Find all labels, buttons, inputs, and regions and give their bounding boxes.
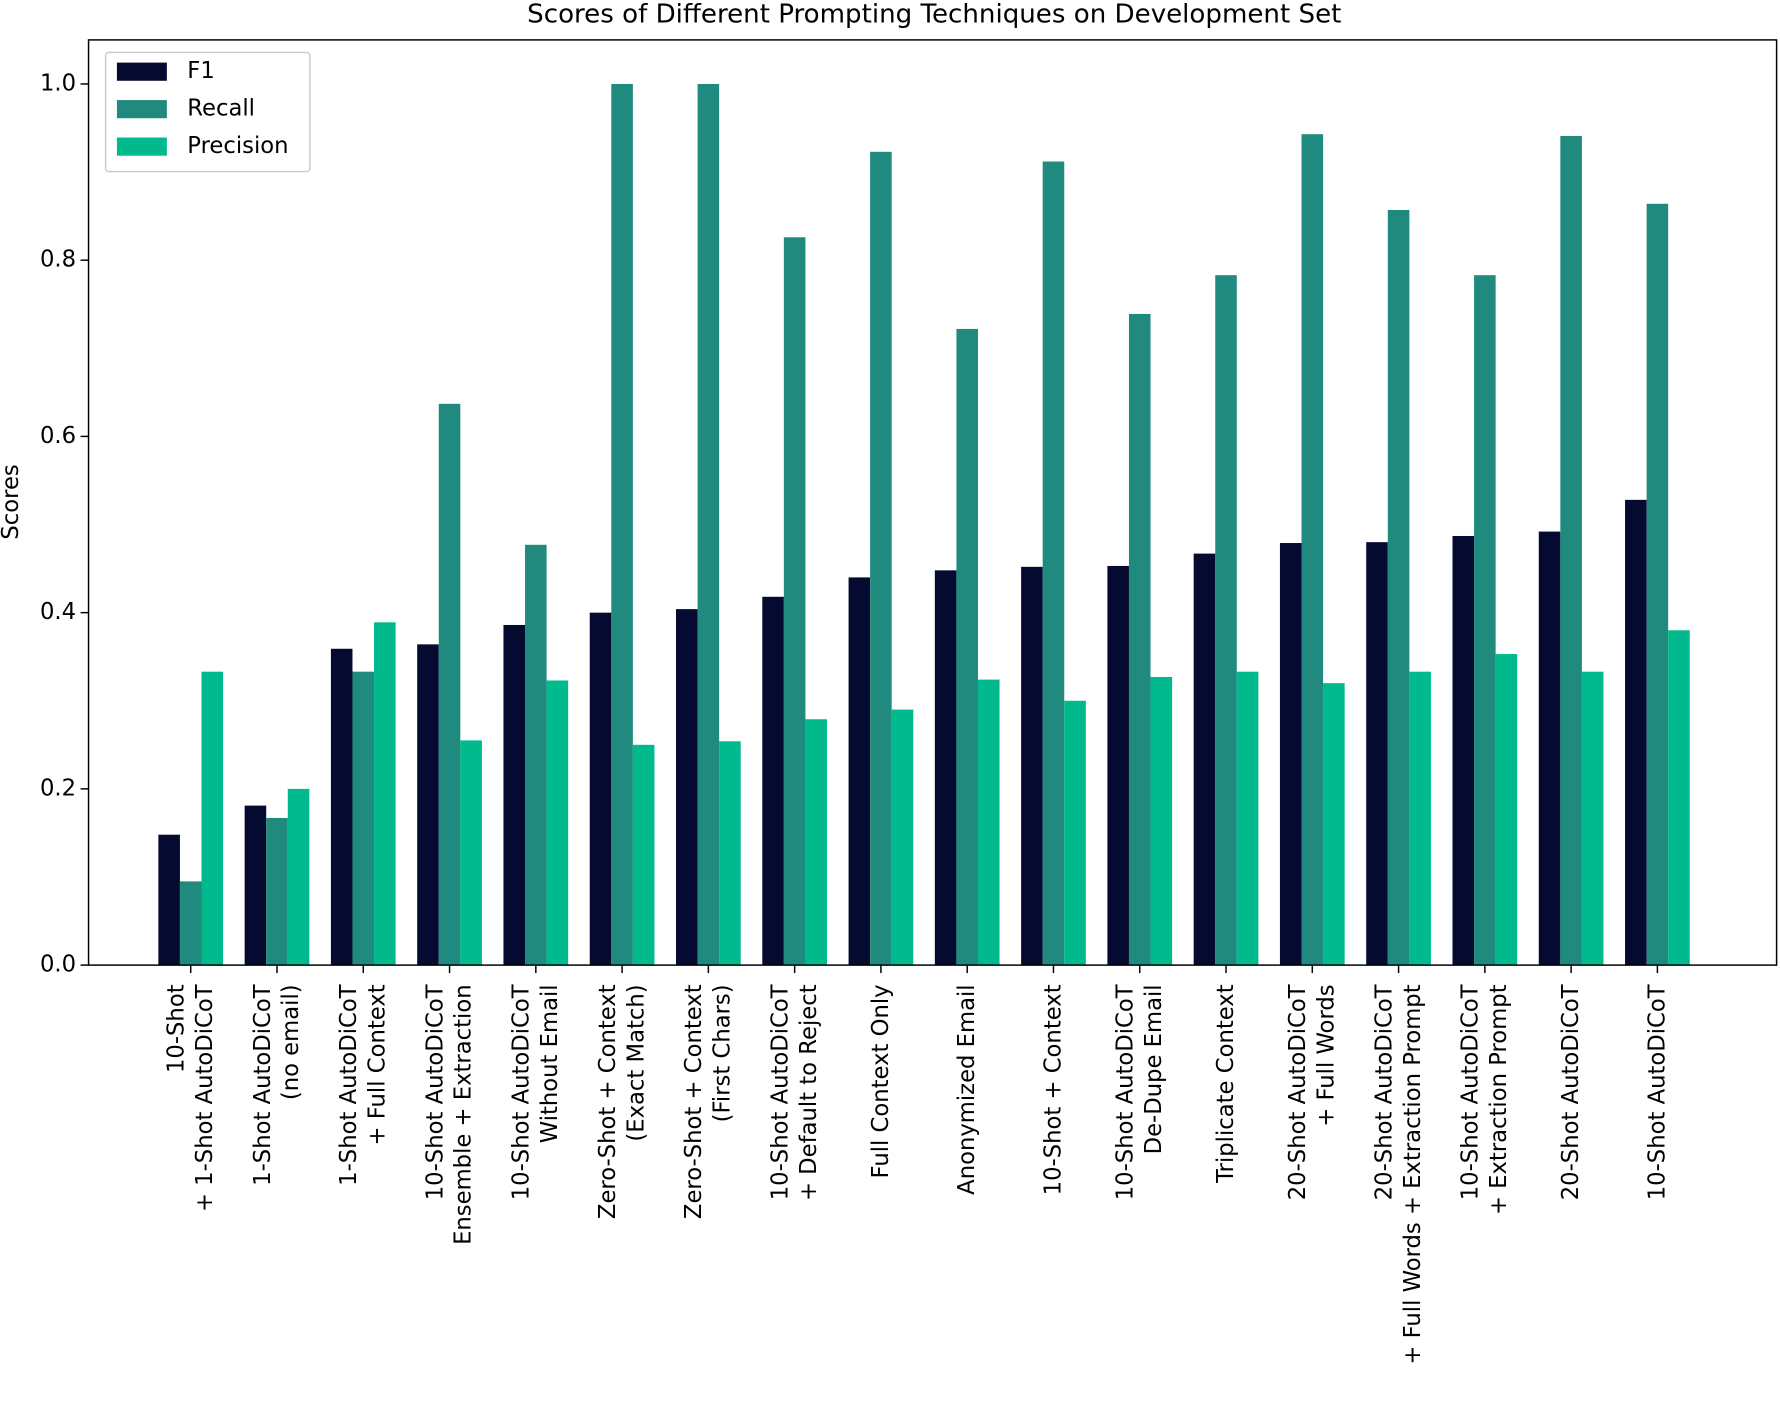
bar (783, 237, 806, 966)
bar (1387, 209, 1410, 966)
bar (805, 719, 827, 966)
bar (1042, 161, 1065, 966)
bar (546, 680, 569, 966)
bar (1366, 542, 1388, 966)
legend-label: F1 (187, 58, 214, 84)
y-axis-label: Scores (0, 464, 24, 539)
x-tick-label: 20-Shot AutoDiCoT (1558, 984, 1584, 1200)
x-tick-label: Zero-Shot + Context (Exact Match) (595, 984, 649, 1219)
bar (1581, 671, 1604, 966)
legend-swatch (116, 100, 167, 119)
x-tick-label: 10-Shot AutoDiCoT Ensemble + Extraction (422, 984, 476, 1245)
bar (719, 741, 741, 966)
x-tick-label: 20-Shot AutoDiCoT + Full Words + Extracti… (1371, 984, 1425, 1364)
y-tick-label: 0.4 (40, 599, 76, 625)
y-tick-label: 1.0 (40, 70, 76, 96)
x-tick-label: Full Context Only (868, 984, 894, 1178)
bar (632, 744, 655, 966)
legend: F1 Recall Precision (104, 51, 311, 173)
x-tick-label: Triplicate Context (1213, 984, 1239, 1184)
x-tick-label: 10-Shot + 1-Shot AutoDiCoT (164, 984, 218, 1212)
bar (1064, 700, 1086, 966)
y-tick-label: 0.0 (40, 952, 76, 978)
x-tick-label: 1-Shot AutoDiCoT + Full Context (336, 984, 390, 1186)
bar (1193, 553, 1216, 966)
y-tick-label: 0.6 (40, 423, 76, 449)
bar (870, 151, 892, 966)
bar (611, 83, 633, 966)
x-tick-label: Zero-Shot + Context (First Chars) (681, 984, 735, 1219)
bar (352, 671, 375, 966)
bar (438, 403, 461, 966)
bar (374, 622, 396, 966)
bar (676, 609, 698, 966)
bar (1452, 535, 1475, 966)
bar (525, 544, 547, 966)
legend-swatch (116, 137, 167, 156)
bar (1474, 275, 1496, 966)
bar (1495, 654, 1518, 966)
x-tick-label: 1-Shot AutoDiCoT (no email) (250, 984, 304, 1186)
legend-swatch (116, 62, 167, 81)
bar (1409, 671, 1431, 966)
bar (266, 817, 288, 966)
x-tick-label: 10-Shot AutoDiCoT De-Dupe Email (1113, 984, 1167, 1200)
bar (1538, 531, 1561, 966)
bar (762, 596, 784, 966)
bar (1560, 135, 1582, 966)
bar (417, 644, 439, 966)
bar (158, 834, 180, 966)
plot-frame (87, 39, 1778, 966)
bar (697, 83, 720, 966)
bar (934, 570, 957, 966)
bar (330, 648, 353, 966)
bar (956, 328, 978, 966)
bar (1128, 313, 1151, 966)
bar (1279, 543, 1302, 966)
y-tick-label: 0.8 (40, 247, 76, 273)
bar (891, 709, 914, 966)
bar (244, 805, 267, 966)
x-tick-label: 10-Shot AutoDiCoT + Extraction Prompt (1458, 984, 1512, 1215)
legend-label: Precision (187, 133, 288, 159)
bar (848, 577, 871, 966)
bar (1107, 565, 1129, 966)
x-tick-label: 20-Shot AutoDiCoT + Full Words (1285, 984, 1339, 1200)
bar (287, 788, 310, 966)
bar (503, 624, 526, 966)
bar (1668, 630, 1690, 966)
chart-title: Scores of Different Prompting Techniques… (527, 0, 1341, 29)
x-tick-label: 10-Shot AutoDiCoT (1644, 984, 1670, 1200)
bar (1021, 566, 1043, 966)
x-tick-label: 10-Shot AutoDiCoT + Default to Reject (767, 984, 821, 1201)
bar (201, 671, 224, 966)
y-tick-label: 0.2 (40, 775, 76, 801)
bar (1625, 499, 1647, 966)
x-tick-label: 10-Shot + Context (1040, 984, 1066, 1195)
bar (1236, 671, 1259, 966)
bar (1150, 676, 1173, 966)
legend-label: Recall (187, 96, 255, 122)
bar (1323, 683, 1345, 966)
bar (460, 740, 482, 966)
bar (179, 881, 202, 966)
x-tick-label: 10-Shot AutoDiCoT Without Email (509, 984, 563, 1200)
bar (977, 679, 1000, 966)
bar (1646, 203, 1669, 966)
x-tick-label: Anonymized Email (954, 984, 980, 1194)
bar (1215, 275, 1237, 966)
bar (589, 612, 612, 966)
bar (1301, 134, 1324, 966)
